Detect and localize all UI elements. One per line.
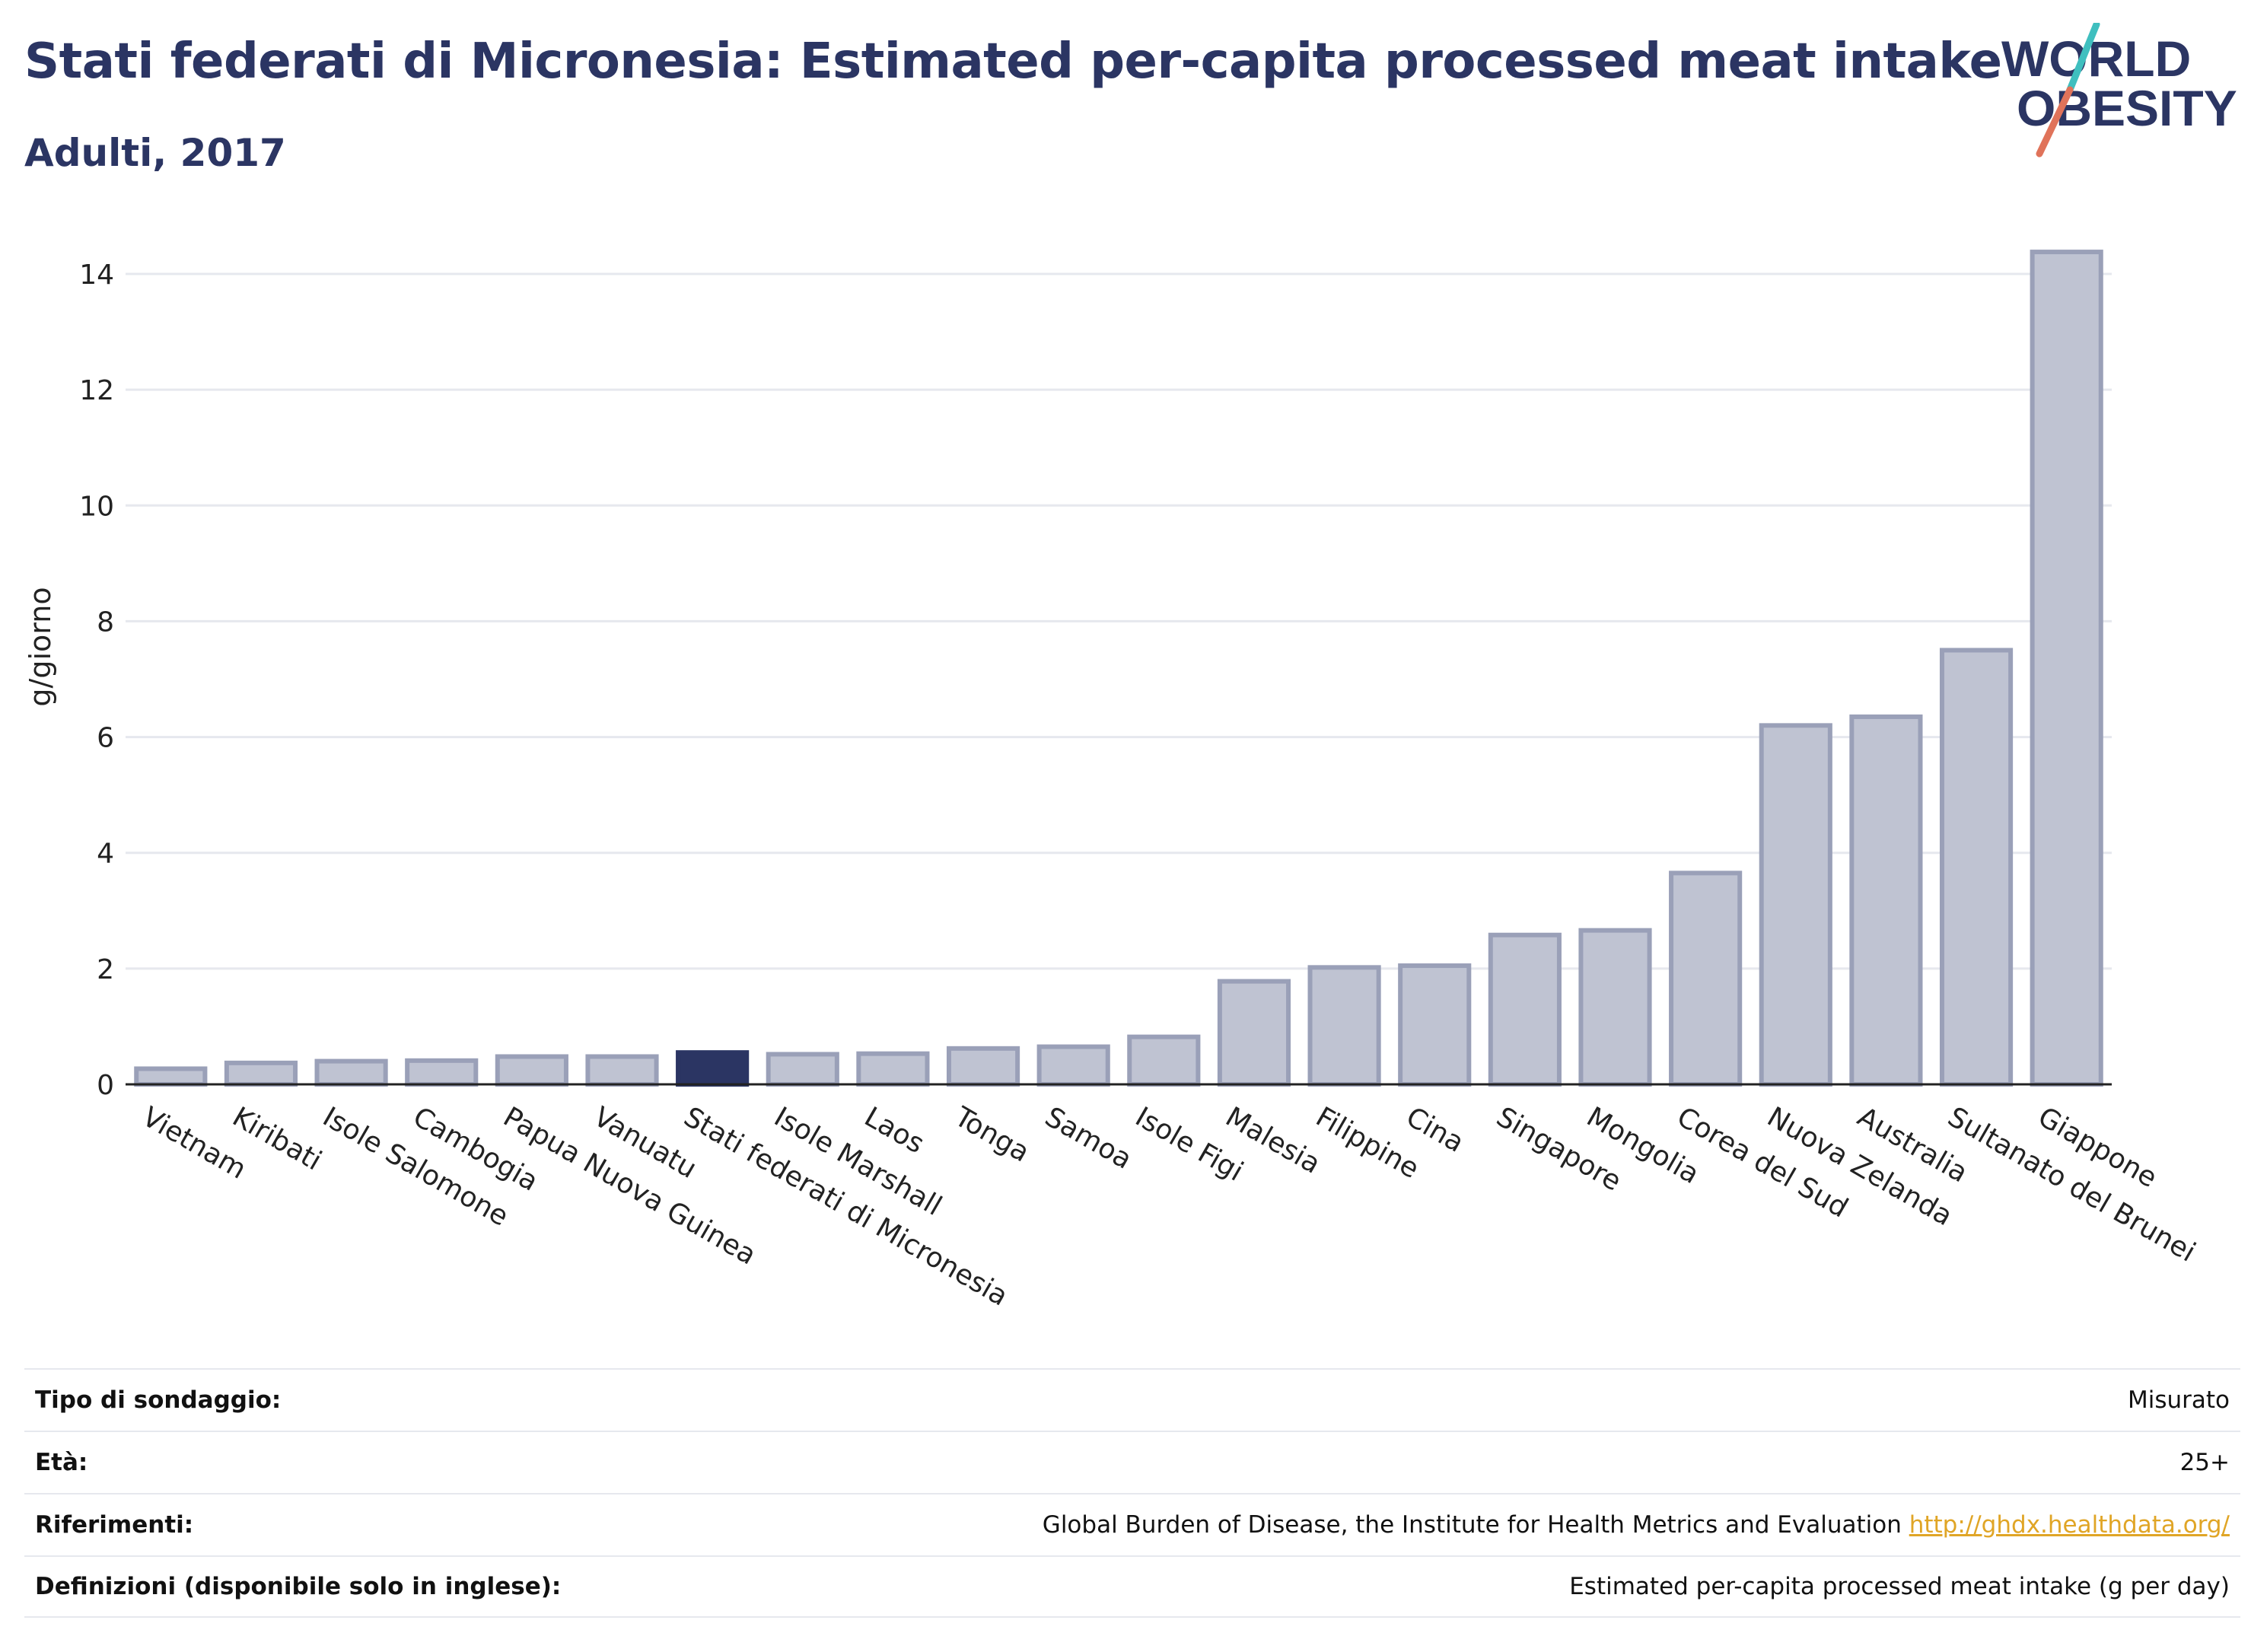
info-label: Definizioni (disponibile solo in inglese… [35,1573,562,1600]
bar-sultanato-del-brunei [1939,648,2014,1087]
info-label: Riferimenti: [35,1511,194,1539]
info-row-references: Riferimenti: Global Burden of Disease, t… [24,1493,2240,1555]
reference-link[interactable]: http://ghdx.healthdata.org/ [1909,1511,2230,1539]
info-value: Estimated per-capita processed meat inta… [1569,1573,2230,1600]
bar-cambogia [405,1058,479,1087]
info-value: Misurato [2127,1386,2230,1414]
bar-australia [1849,714,1923,1087]
bar-isole-marshall [766,1052,839,1087]
bar-stati-federati-di-micronesia [676,1050,750,1087]
info-label: Età: [35,1449,88,1476]
bar-giappone [2030,250,2103,1087]
bar-nuova-zelanda [1759,723,1832,1087]
x-tick-label: Tonga [949,1101,1035,1169]
bar-kiribati [224,1060,298,1087]
bar-isole-salomone [314,1058,388,1087]
bar-corea-del-sud [1669,871,1743,1087]
bars [134,250,2103,1087]
bar-isole-figi [1127,1034,1201,1087]
bar-malesia [1217,979,1291,1087]
x-tick-label: Vietnam [137,1101,251,1186]
y-tick-label: 0 [97,1070,114,1101]
chart-subtitle: Adulti, 2017 [24,131,286,175]
world-obesity-logo: WORLD OBESITY [2001,23,2237,158]
bar-vanuatu [585,1054,659,1087]
bar-singapore [1488,932,1562,1087]
logo-slash-teal [2066,23,2100,94]
y-tick-label: 6 [97,723,114,754]
logo-line1: WORLD [2001,30,2191,87]
info-label: Tipo di sondaggio: [35,1386,282,1414]
x-tick-label: Filippine [1310,1101,1424,1185]
info-table: Tipo di sondaggio: Misurato Età: 25+ Rif… [24,1368,2240,1618]
info-row-survey-type: Tipo di sondaggio: Misurato [24,1368,2240,1431]
bar-mongolia [1578,928,1652,1087]
info-value: 25+ [2179,1449,2230,1476]
y-tick-label: 8 [97,606,114,638]
y-tick-label: 2 [97,954,114,985]
chart-title: Stati federati di Micronesia: Estimated … [24,33,2002,90]
bar-tonga [946,1046,1020,1087]
info-row-age: Età: 25+ [24,1431,2240,1493]
y-tick-label: 10 [79,491,114,522]
bar-cina [1398,963,1472,1087]
y-axis-ticks: 0 2 4 6 8 10 12 14 [79,259,114,1101]
y-axis-label: g/giorno [24,587,57,706]
logo-slash-coral [2036,86,2074,158]
x-tick-label: Samoa [1040,1101,1137,1176]
info-row-definitions: Definizioni (disponibile solo in inglese… [24,1555,2240,1618]
bar-laos [856,1051,930,1087]
bar-papua-nuova-guinea [495,1054,568,1087]
bar-vietnam [134,1066,208,1087]
info-value-wrap: Global Burden of Disease, the Institute … [1043,1511,2230,1539]
y-tick-label: 4 [97,839,114,870]
info-value: Global Burden of Disease, the Institute … [1042,1511,1902,1539]
bar-samoa [1036,1044,1110,1087]
y-tick-label: 12 [79,375,114,406]
y-tick-label: 14 [79,259,114,291]
bar-filippine [1307,965,1381,1087]
